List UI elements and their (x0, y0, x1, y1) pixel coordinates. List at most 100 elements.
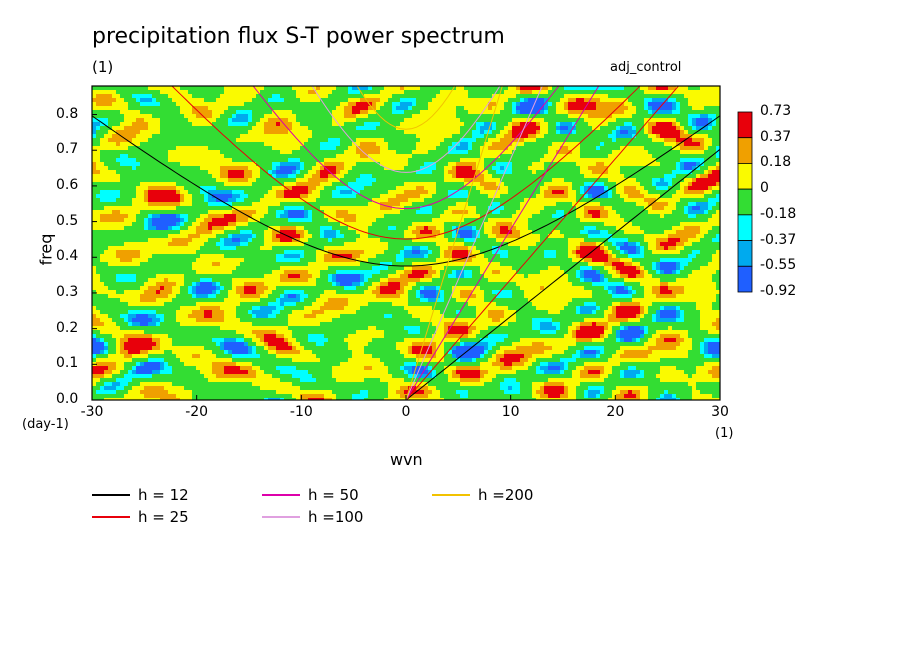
field-cell (412, 202, 417, 207)
field-cell (116, 86, 121, 91)
field-cell (428, 210, 433, 215)
field-cell (272, 122, 277, 127)
field-cell (428, 174, 433, 179)
field-cell (516, 210, 521, 215)
field-cell (312, 114, 317, 119)
field-cell (400, 194, 405, 199)
field-cell (384, 98, 389, 103)
field-cell (484, 202, 489, 207)
field-cell (580, 90, 585, 95)
field-cell (236, 210, 241, 215)
field-cell (292, 154, 297, 159)
field-cell (656, 190, 661, 195)
field-cell (172, 146, 177, 151)
field-cell (616, 162, 621, 167)
field-cell (208, 130, 213, 135)
field-cell (332, 198, 337, 203)
field-cell (520, 202, 525, 207)
field-cell (616, 154, 621, 159)
field-cell (312, 170, 317, 175)
field-cell (144, 198, 149, 203)
field-cell (116, 98, 121, 103)
field-cell (432, 118, 437, 123)
field-cell (172, 126, 177, 131)
field-cell (240, 174, 245, 179)
field-cell (564, 142, 569, 147)
field-cell (232, 158, 237, 163)
field-cell (244, 210, 249, 215)
field-cell (212, 150, 217, 155)
field-cell (484, 182, 489, 187)
field-cell (528, 94, 533, 99)
field-cell (464, 114, 469, 119)
field-cell (104, 210, 109, 215)
field-cell (168, 138, 173, 143)
field-cell (284, 134, 289, 139)
field-cell (468, 158, 473, 163)
field-cell (176, 138, 181, 143)
field-cell (96, 170, 101, 175)
field-cell (484, 106, 489, 111)
field-cell (124, 206, 129, 211)
field-cell (104, 106, 109, 111)
field-cell (596, 150, 601, 155)
field-cell (344, 130, 349, 135)
field-cell (268, 86, 273, 91)
field-cell (216, 110, 221, 115)
field-cell (548, 198, 553, 203)
field-cell (528, 130, 533, 135)
field-cell (552, 106, 557, 111)
field-cell (548, 186, 553, 191)
field-cell (232, 174, 237, 179)
field-cell (496, 206, 501, 211)
field-cell (636, 146, 641, 151)
field-cell (152, 98, 157, 103)
field-cell (600, 186, 605, 191)
field-cell (516, 146, 521, 151)
field-cell (160, 190, 165, 195)
field-cell (524, 198, 529, 203)
field-cell (232, 130, 237, 135)
field-cell (340, 126, 345, 131)
field-cell (452, 162, 457, 167)
field-cell (484, 198, 489, 203)
field-cell (400, 118, 405, 123)
field-cell (416, 98, 421, 103)
field-cell (496, 142, 501, 147)
field-cell (672, 94, 677, 99)
field-cell (304, 182, 309, 187)
field-cell (180, 106, 185, 111)
field-cell (552, 102, 557, 107)
field-cell (528, 106, 533, 111)
field-cell (316, 126, 321, 131)
field-cell (368, 154, 373, 159)
field-cell (656, 114, 661, 119)
field-cell (112, 114, 117, 119)
field-cell (172, 118, 177, 123)
field-cell (296, 110, 301, 115)
field-cell (316, 190, 321, 195)
field-cell (232, 202, 237, 207)
field-cell (140, 130, 145, 135)
field-cell (288, 130, 293, 135)
field-cell (192, 114, 197, 119)
field-cell (396, 86, 401, 91)
field-cell (160, 154, 165, 159)
field-cell (480, 122, 485, 127)
field-cell (224, 118, 229, 123)
field-cell (496, 110, 501, 115)
field-cell (420, 198, 425, 203)
field-cell (640, 110, 645, 115)
field-cell (636, 142, 641, 147)
field-cell (420, 194, 425, 199)
field-cell (444, 142, 449, 147)
field-cell (536, 170, 541, 175)
field-cell (484, 190, 489, 195)
field-cell (192, 170, 197, 175)
field-cell (292, 86, 297, 91)
field-cell (568, 138, 573, 143)
field-cell (352, 114, 357, 119)
field-cell (632, 174, 637, 179)
field-cell (324, 134, 329, 139)
field-cell (468, 86, 473, 91)
